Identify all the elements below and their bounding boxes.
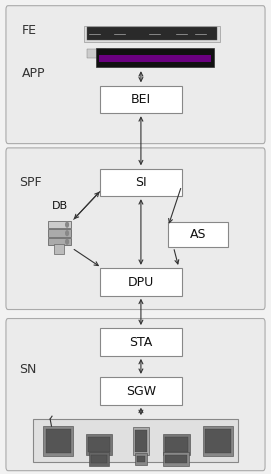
Bar [86,434,112,455]
Bar [165,455,187,463]
Bar [135,453,147,465]
FancyBboxPatch shape [100,268,182,296]
Text: SI: SI [135,176,147,189]
Text: STA: STA [129,336,153,349]
Bar [88,437,109,452]
FancyBboxPatch shape [6,148,265,310]
FancyBboxPatch shape [100,86,182,113]
Bar [96,48,214,67]
Text: BEI: BEI [131,93,151,106]
Bar [48,238,71,245]
Bar [137,456,145,462]
Text: FE: FE [22,24,37,37]
Bar [165,437,188,452]
Bar [87,49,106,58]
FancyBboxPatch shape [100,169,182,196]
Bar [48,221,71,228]
Text: DPU: DPU [128,275,154,289]
Circle shape [66,231,68,236]
Bar [89,452,109,466]
Bar [135,430,147,452]
Bar [43,426,73,456]
Text: SN: SN [19,363,36,376]
FancyBboxPatch shape [100,328,182,356]
Circle shape [66,222,68,227]
Bar [163,434,190,455]
Bar [133,427,149,455]
Bar [91,455,107,463]
FancyBboxPatch shape [6,6,265,144]
Bar [99,55,211,62]
Circle shape [66,239,68,244]
Bar [205,429,231,453]
Text: AS: AS [190,228,206,241]
Bar [203,426,233,456]
Bar [48,229,71,237]
Bar [46,429,71,453]
Bar [33,419,238,462]
Text: SGW: SGW [126,384,156,398]
FancyBboxPatch shape [6,319,265,471]
Bar [84,26,220,42]
Bar [163,452,189,466]
Bar [54,244,64,254]
Text: DB: DB [51,201,68,211]
FancyBboxPatch shape [100,377,182,405]
FancyBboxPatch shape [168,222,228,247]
Text: SPF: SPF [19,176,41,189]
Bar [87,27,217,40]
Text: APP: APP [22,67,45,80]
